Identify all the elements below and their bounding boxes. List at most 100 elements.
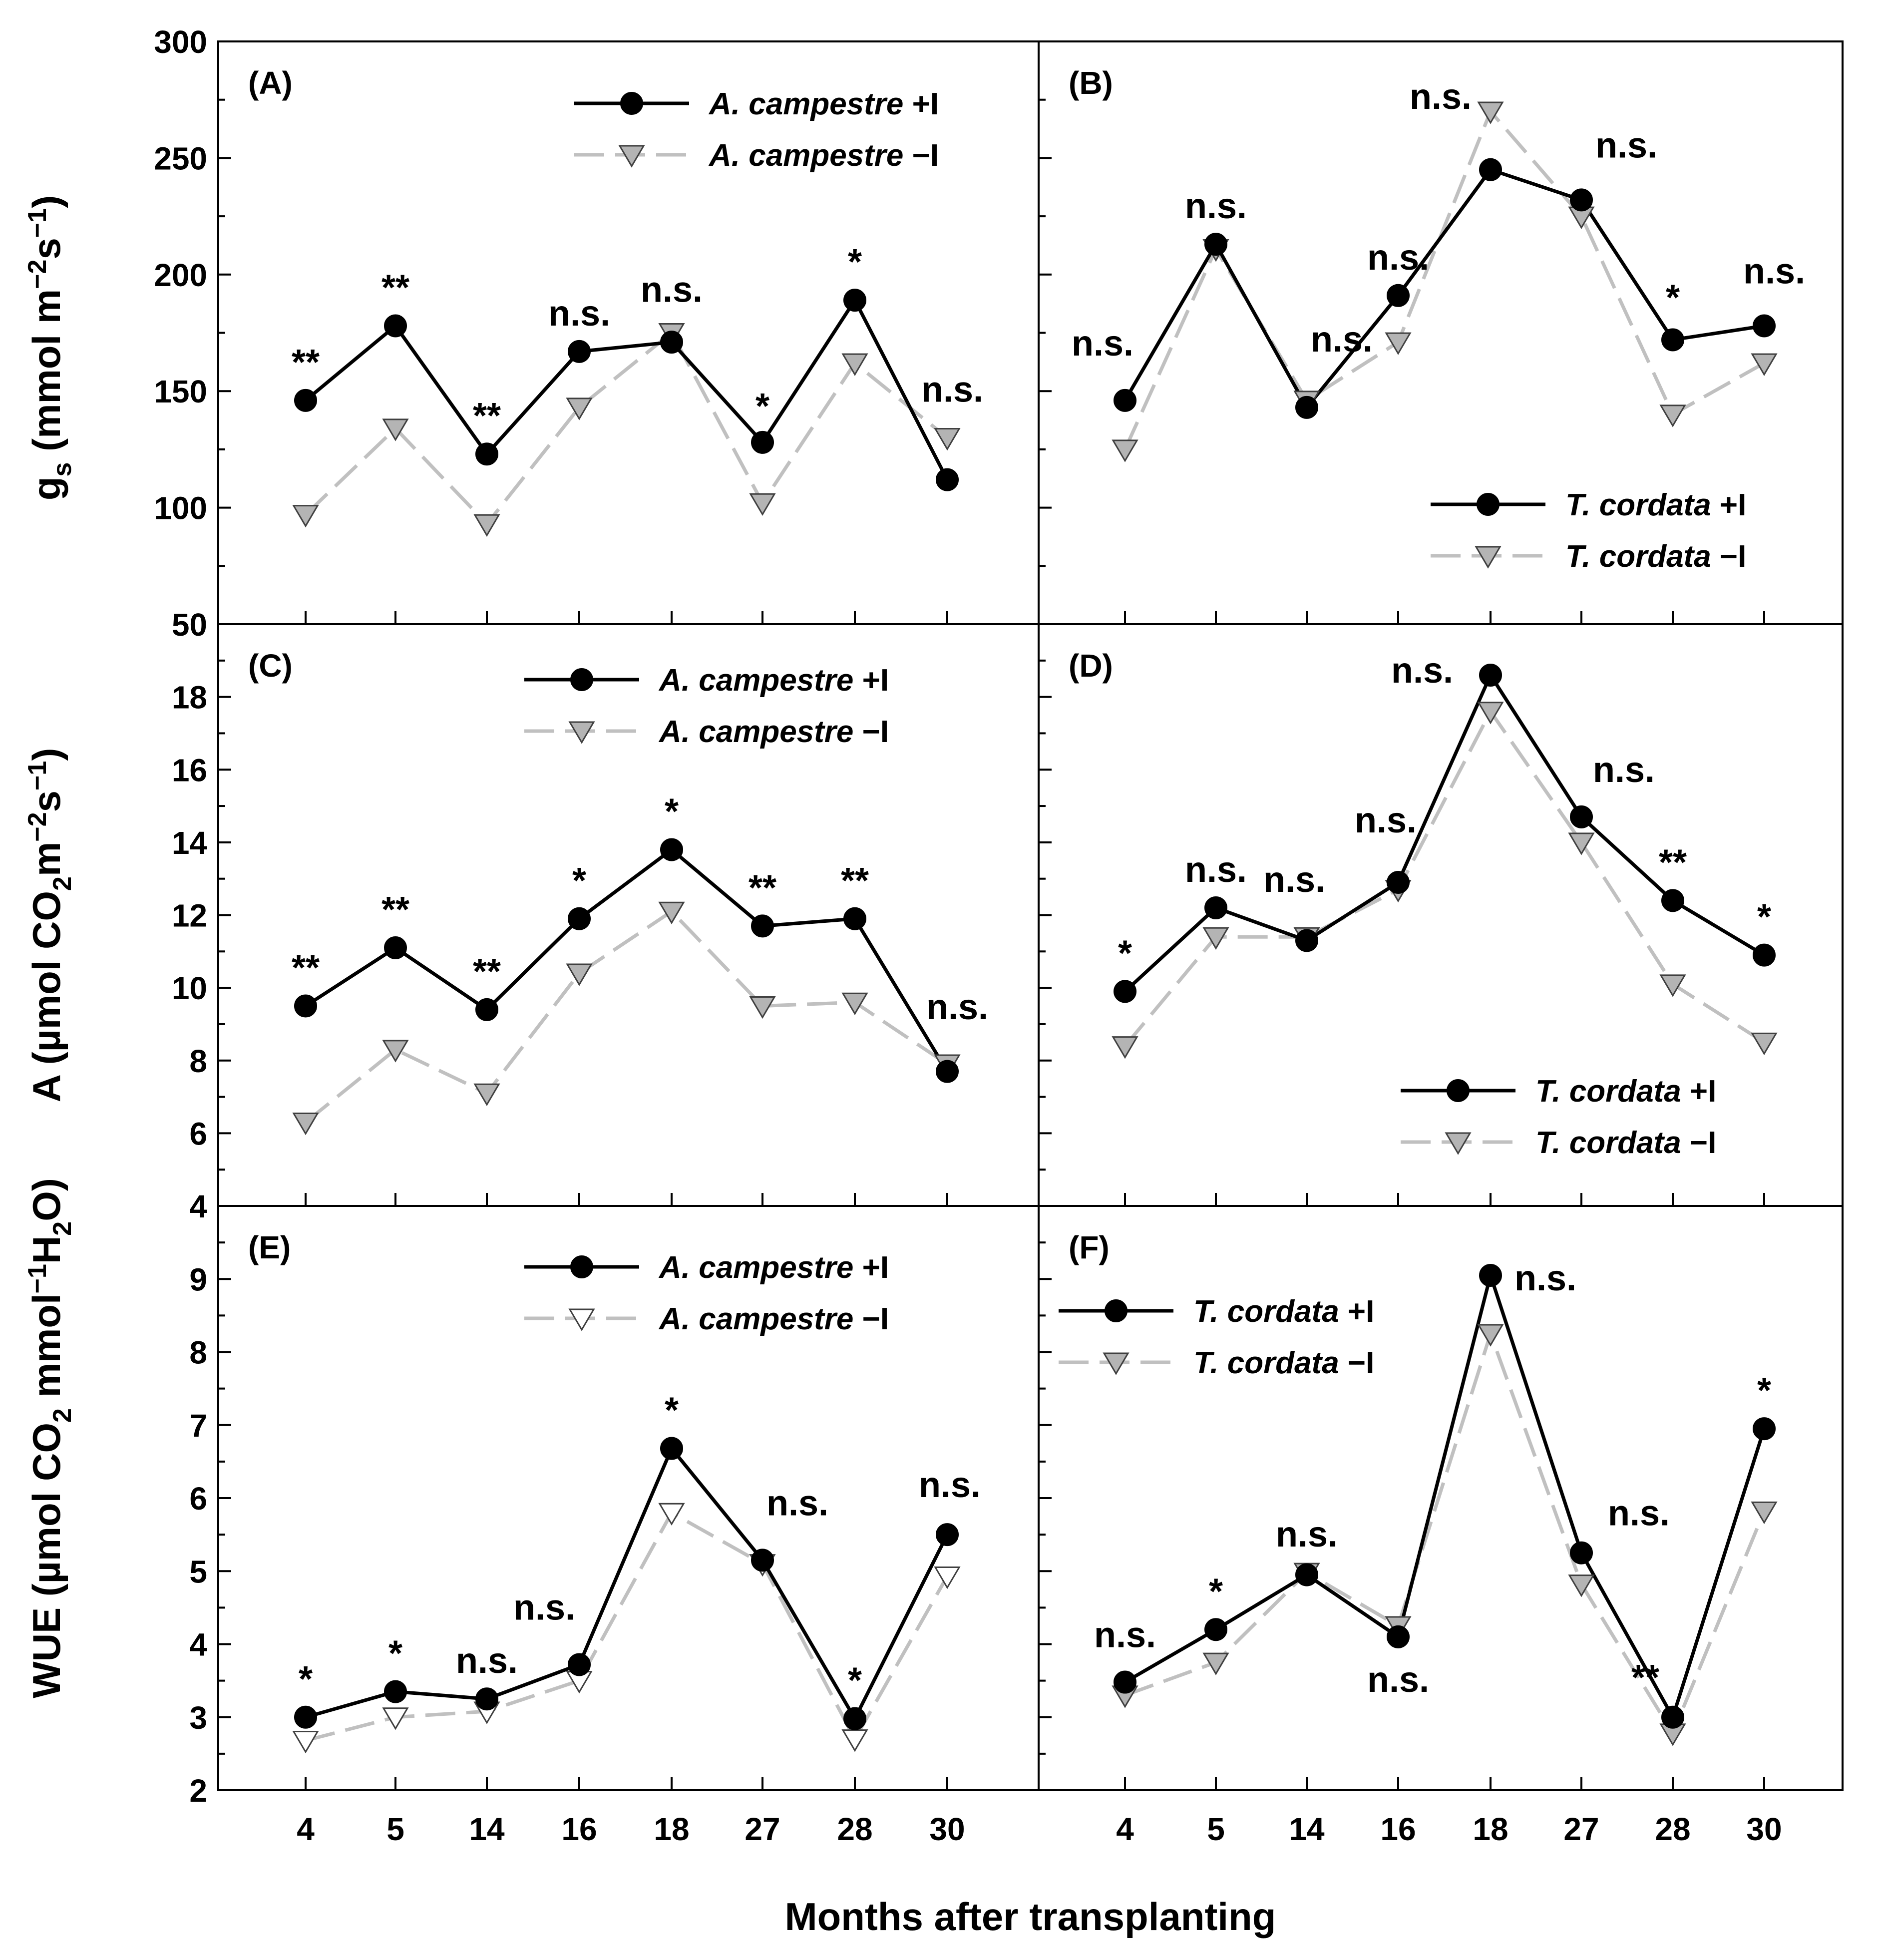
legend-treatment: +I: [903, 87, 939, 121]
series-line-plus-i: [305, 1445, 949, 1723]
panel-label: (D): [1069, 648, 1113, 684]
panel-label: (A): [248, 65, 293, 101]
data-point-plus-i: [1204, 1618, 1227, 1641]
legend-species: A. campestre: [658, 1250, 853, 1285]
significance-label: *: [388, 1634, 402, 1674]
data-point-plus-i: [751, 914, 774, 938]
x-tick-label: 28: [837, 1811, 872, 1847]
significance-label: *: [665, 1391, 679, 1431]
axis-title-part: 2: [48, 1221, 77, 1236]
legend-treatment: −I: [903, 138, 939, 173]
legend-label: A. campestre −I: [658, 1302, 889, 1336]
axis-title-part: s: [24, 238, 68, 259]
significance-label: *: [665, 791, 679, 831]
data-point-minus-i: [382, 1707, 409, 1730]
data-point-plus-i: [1661, 1705, 1684, 1729]
frame-border: [217, 40, 1844, 1791]
y-tick-label: 18: [172, 680, 207, 716]
legend-swatch-marker: [1103, 1352, 1129, 1375]
legend-swatch-marker: [570, 1255, 593, 1278]
data-point-plus-i: [294, 994, 317, 1018]
axis-title-part: s: [48, 462, 77, 477]
y-tick-label: 2: [189, 1773, 207, 1809]
data-point-plus-i: [660, 838, 683, 861]
data-point-minus-i: [1659, 974, 1686, 997]
data-point-minus-i: [292, 505, 319, 528]
legend-species: T. cordata: [1193, 1294, 1339, 1329]
data-point-plus-i: [384, 936, 407, 960]
legend-species: T. cordata: [1565, 488, 1711, 522]
series-line-minus-i: [1124, 1328, 1766, 1737]
legend-swatch-marker: [618, 145, 645, 168]
significance-label: *: [1757, 1371, 1771, 1411]
y-tick-label: 4: [189, 1627, 207, 1663]
data-point-plus-i: [936, 468, 959, 491]
data-point-minus-i: [1751, 1032, 1778, 1056]
data-point-minus-i: [382, 1040, 409, 1063]
data-point-minus-i: [658, 1503, 685, 1526]
series-line-minus-i: [1124, 708, 1765, 1047]
significance-label: **: [841, 861, 869, 901]
data-point-plus-i: [751, 1549, 774, 1572]
panel-b: n.s. n.s. n.s. n.s. n.s. n.s. * n.s. (B) T. corda…: [1039, 40, 1805, 625]
axis-title-part: mmol: [24, 1293, 68, 1408]
axis-title-part: WUE (µmol CO: [24, 1423, 68, 1698]
legend-label: T. cordata +I: [1535, 1074, 1716, 1109]
y-tick-label: 8: [189, 1043, 207, 1079]
significance-label: n.s.: [1355, 800, 1417, 840]
axis-title-part: H: [24, 1236, 68, 1264]
significance-label: n.s.: [921, 370, 983, 410]
y-tick-label: 3: [189, 1700, 207, 1736]
data-point-plus-i: [1387, 1625, 1410, 1648]
legend-label: T. cordata +I: [1193, 1294, 1374, 1329]
data-point-plus-i: [1479, 1263, 1502, 1287]
data-point-minus-i: [1202, 927, 1229, 950]
data-point-plus-i: [1114, 980, 1136, 1003]
significance-label: **: [1631, 1658, 1659, 1698]
data-point-minus-i: [841, 353, 868, 376]
legend: A. campestre +IA. campestre −I: [524, 663, 889, 749]
data-point-minus-i: [1202, 1652, 1229, 1675]
significance-label: n.s.: [548, 294, 610, 334]
x-tick-label: 18: [1473, 1811, 1508, 1847]
panel-label: (C): [248, 648, 293, 684]
axis-title-part: −1: [23, 1264, 52, 1293]
legend-swatch-marker: [1445, 1132, 1472, 1155]
data-point-minus-i: [1112, 1036, 1138, 1059]
x-tick-label: 4: [1116, 1811, 1134, 1847]
data-point-minus-i: [473, 514, 500, 537]
legend-species: T. cordata: [1535, 1074, 1681, 1109]
data-point-minus-i: [749, 996, 776, 1019]
data-point-plus-i: [1753, 314, 1776, 338]
significance-label: *: [1666, 278, 1680, 318]
series-line-plus-i: [1124, 671, 1765, 993]
significance-label: n.s.: [1094, 1615, 1156, 1655]
data-point-plus-i: [843, 1707, 866, 1730]
data-point-minus-i: [1751, 353, 1778, 376]
legend-label: A. campestre +I: [658, 1250, 889, 1285]
series-line-plus-i: [1123, 167, 1765, 411]
significance-label: *: [1209, 1571, 1223, 1611]
data-point-plus-i: [1753, 1417, 1776, 1441]
significance-label: n.s.: [513, 1587, 575, 1627]
legend-species: A. campestre: [708, 87, 903, 121]
significance-label: **: [473, 396, 501, 436]
significance-label: n.s.: [919, 1465, 981, 1505]
legend-swatch-marker: [570, 668, 593, 691]
legend-swatch-marker: [1447, 1079, 1470, 1102]
data-point-minus-i: [473, 1083, 500, 1107]
y-tick-label: 50: [172, 607, 207, 643]
legend-item-minus-i: T. cordata −I: [1401, 1126, 1716, 1160]
y-tick-label: 7: [189, 1408, 207, 1444]
data-point-plus-i: [384, 1680, 407, 1703]
significance-label: **: [473, 952, 501, 992]
x-tick-label: 28: [1655, 1811, 1690, 1847]
legend-treatment: +I: [853, 1250, 889, 1285]
data-point-minus-i: [1112, 439, 1138, 462]
data-point-plus-i: [1295, 1563, 1318, 1586]
data-point-plus-i: [751, 430, 774, 454]
legend-swatch-marker: [1477, 493, 1500, 516]
legend-treatment: −I: [853, 715, 889, 749]
legend-label: A. campestre +I: [708, 87, 939, 121]
data-point-plus-i: [1114, 1670, 1136, 1694]
